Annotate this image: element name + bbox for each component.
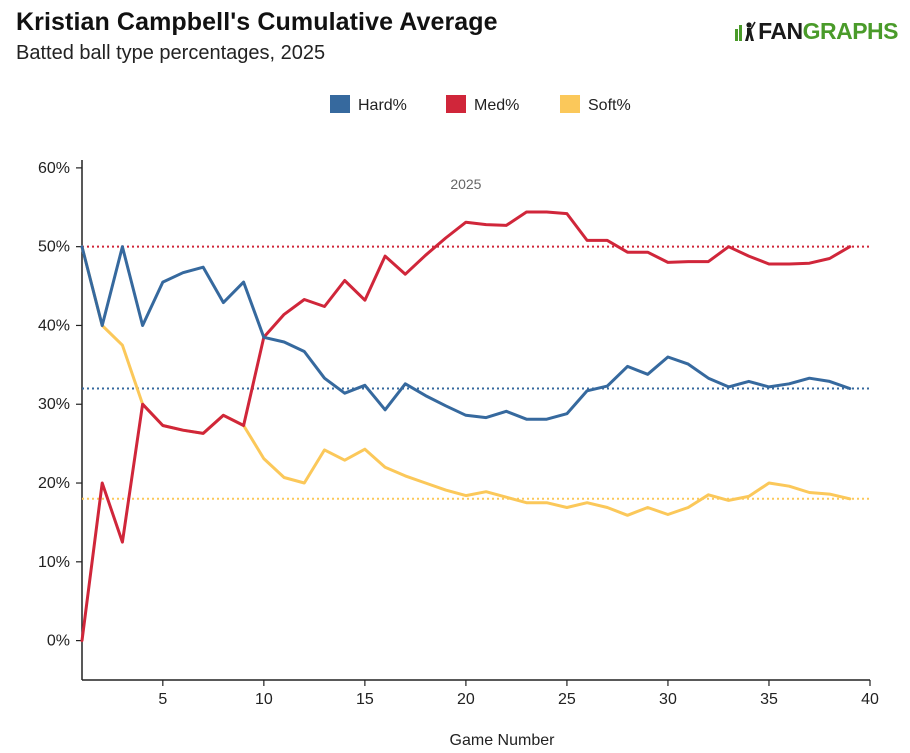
legend-label-med: Med% [474, 97, 519, 114]
legend-swatch-med [446, 95, 466, 113]
logo-text-graphs: GRAPHS [802, 18, 899, 44]
axes [76, 160, 871, 686]
x-tick-label: 35 [760, 691, 778, 708]
y-tick-label: 10% [38, 554, 70, 571]
y-tick-label: 50% [38, 239, 70, 256]
x-tick-label: 15 [356, 691, 374, 708]
x-tick-label: 40 [861, 691, 879, 708]
axis-labels: 0%10%20%30%40%50%60%5 10 15 20 25 30 35 40Game … [38, 160, 879, 749]
page-title: Kristian Campbell's Cumulative Average [16, 8, 498, 36]
series-lines [80, 210, 852, 643]
y-tick-label: 40% [38, 317, 70, 334]
legend-swatch-hard [330, 95, 350, 113]
series-line-soft [80, 245, 852, 517]
x-tick-label: 20 [457, 691, 475, 708]
batter-icon [735, 21, 756, 41]
legend-label-soft: Soft% [588, 97, 631, 114]
legend-swatch-soft [560, 95, 580, 113]
series-line-hard [80, 245, 852, 421]
y-tick-label: 20% [38, 475, 70, 492]
logo-text-fan: FAN [758, 18, 803, 44]
legend: Hard% Med% Soft% [330, 95, 631, 114]
legend-label-hard: Hard% [358, 97, 407, 114]
page-subtitle: Batted ball type percentages, 2025 [16, 42, 326, 64]
x-tick-label: 30 [659, 691, 677, 708]
season-annotation: 2025 [450, 176, 481, 192]
fangraphs-logo: FAN GRAPHS [734, 18, 899, 45]
x-axis-title: Game Number [450, 732, 556, 749]
x-tick-label: 10 [255, 691, 273, 708]
y-tick-label: 0% [47, 633, 70, 650]
average-lines [82, 245, 870, 500]
y-tick-label: 30% [38, 396, 70, 413]
x-tick-label: 5 [158, 691, 167, 708]
y-tick-label: 60% [38, 160, 70, 177]
series-line-med [80, 210, 852, 643]
x-tick-label: 25 [558, 691, 576, 708]
